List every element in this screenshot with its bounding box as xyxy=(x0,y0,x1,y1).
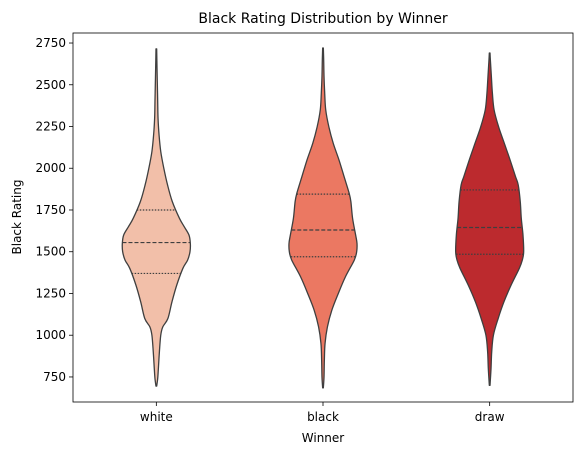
violins-layer xyxy=(121,47,525,389)
x-axis-title: Winner xyxy=(302,431,345,445)
y-axis-title: Black Rating xyxy=(10,180,24,255)
y-tick-label: 1000 xyxy=(35,328,66,342)
y-tick-label: 1750 xyxy=(35,203,66,217)
y-tick-label: 2250 xyxy=(35,120,66,134)
x-axis: white black draw xyxy=(140,402,505,424)
y-tick-label: 2750 xyxy=(35,36,66,50)
y-tick-label: 1500 xyxy=(35,245,66,259)
y-tick-label: 1250 xyxy=(35,286,66,300)
x-tick-label: black xyxy=(307,410,339,424)
plot-frame xyxy=(72,32,574,403)
violin-draw xyxy=(454,52,525,386)
violin-white xyxy=(121,48,192,387)
y-tick-label: 2500 xyxy=(35,78,66,92)
y-tick-label: 2000 xyxy=(35,161,66,175)
violin-black xyxy=(288,47,358,389)
x-tick-label: white xyxy=(140,410,173,424)
y-tick-label: 750 xyxy=(43,370,66,384)
chart-title: Black Rating Distribution by Winner xyxy=(198,11,447,27)
y-axis: 750 1000 1250 1500 1750 2000 2250 2500 2750 xyxy=(35,36,73,384)
x-tick-label: draw xyxy=(475,410,505,424)
